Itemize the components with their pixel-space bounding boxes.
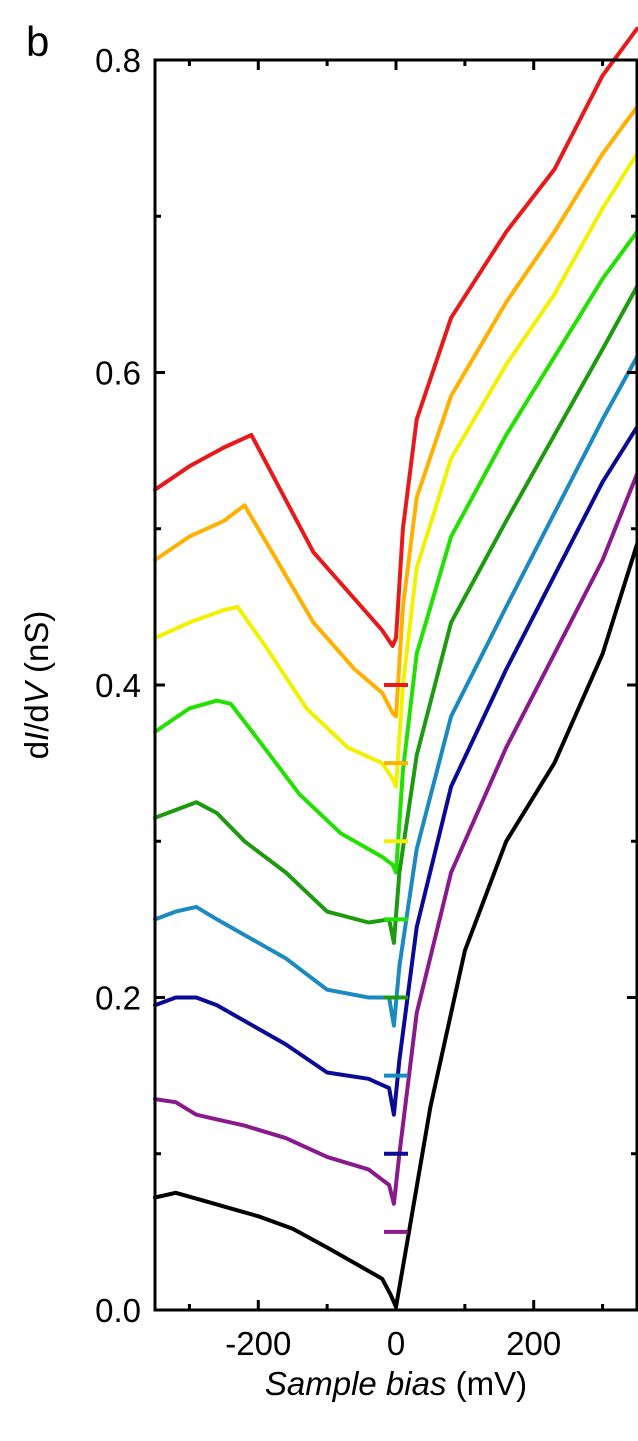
series-line-8 <box>153 542 638 1309</box>
series-layer <box>153 26 638 1309</box>
series-line-3 <box>153 229 638 875</box>
y-tick-label: 0.4 <box>95 667 141 704</box>
series-line-1 <box>153 104 638 719</box>
y-tick-label: 0.6 <box>95 355 141 392</box>
x-tick-label: 200 <box>506 1325 561 1362</box>
zero-marker-layer <box>384 683 408 1234</box>
y-axis-ticks: 0.0 0.2 0.4 0.6 0.8 <box>95 42 637 1329</box>
panel-label: b <box>26 18 49 65</box>
y-tick-label: 0.0 <box>95 1292 141 1329</box>
x-axis-ticks: -200 0 200 <box>187 60 605 1362</box>
y-axis-title-pre: d <box>18 741 55 759</box>
series-line-0 <box>153 26 638 648</box>
x-tick-label: -200 <box>225 1325 291 1362</box>
series-line-7 <box>153 472 638 1206</box>
x-axis-title-unit: (mV) <box>446 1365 527 1402</box>
y-axis-title-mid: /d <box>18 704 55 732</box>
x-axis-title: Sample bias (mV) <box>265 1365 527 1402</box>
y-axis-title-unit: (nS) <box>18 611 55 683</box>
x-tick-label: 0 <box>387 1325 405 1362</box>
y-axis-title-i: I <box>18 732 55 741</box>
y-tick-label: 0.8 <box>95 42 141 79</box>
y-axis-title: dI/dV (nS) <box>18 611 55 760</box>
series-line-2 <box>153 151 638 789</box>
series-line-6 <box>153 425 638 1117</box>
y-tick-label: 0.2 <box>95 980 141 1017</box>
x-axis-title-italic: Sample bias <box>265 1365 447 1402</box>
y-axis-title-v: V <box>18 679 55 704</box>
